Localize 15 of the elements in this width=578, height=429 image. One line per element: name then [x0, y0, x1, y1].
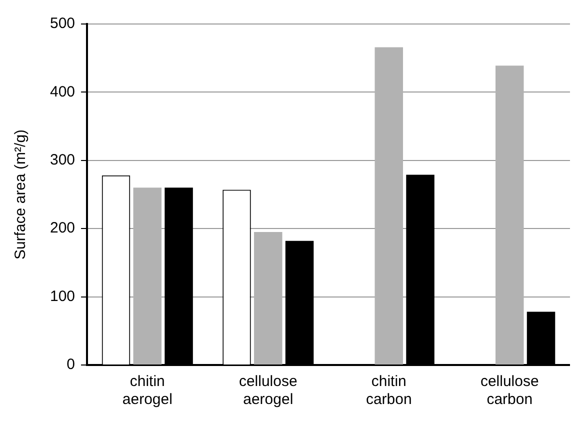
- x-tick-label: chitin aerogel: [122, 373, 172, 408]
- x-tick-label: cellulose carbon: [480, 373, 539, 408]
- y-tick-label: 500: [50, 15, 76, 32]
- y-tick-label: 100: [50, 288, 76, 305]
- bar: [133, 188, 162, 364]
- y-axis-title: Surface area (m²/g): [12, 129, 30, 260]
- bar: [496, 66, 524, 364]
- x-tick-label: chitin carbon: [366, 373, 412, 408]
- y-tick-label: 200: [50, 220, 76, 237]
- bar: [254, 232, 282, 364]
- x-tick-label: cellulose aerogel: [238, 373, 298, 408]
- y-tick-label: 400: [50, 83, 76, 100]
- bar: [374, 47, 404, 364]
- y-tick-label: 300: [50, 152, 76, 169]
- y-tick-label: 0: [66, 356, 76, 374]
